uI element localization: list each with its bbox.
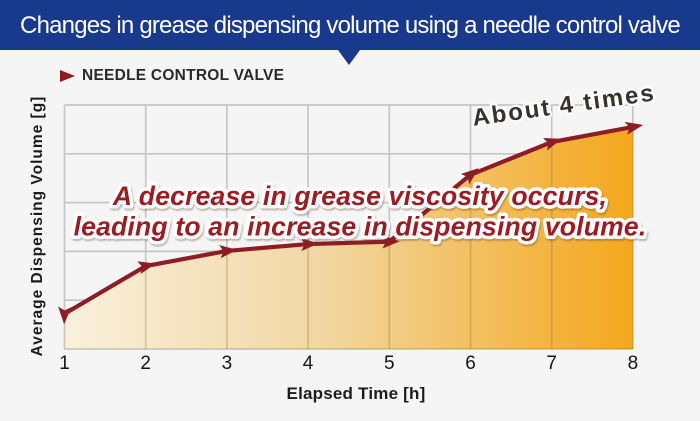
data-line <box>63 124 634 316</box>
viscosity-annotation: A decrease in grease viscosity occurs, l… <box>70 178 650 246</box>
marker-arrow <box>58 306 72 325</box>
x-tick-label: 1 <box>59 353 70 374</box>
header-notch-pointer <box>338 50 360 65</box>
x-tick-label: 8 <box>628 353 639 374</box>
page-title: Changes in grease dispensing volume usin… <box>20 12 681 39</box>
legend: NEEDLE CONTROL VALVE <box>60 66 284 85</box>
x-tick-label: 4 <box>303 353 314 374</box>
x-tick-label: 6 <box>465 353 476 374</box>
marker-arrow <box>624 121 644 135</box>
x-tick-labels: 1 2 3 4 5 6 7 8 <box>59 353 638 374</box>
viscosity-annotation-line1: A decrease in grease viscosity occurs, <box>112 181 607 211</box>
viscosity-annotation-line2: leading to an increase in dispensing vol… <box>74 212 647 242</box>
legend-label: NEEDLE CONTROL VALVE <box>82 66 285 84</box>
x-axis-label: Elapsed Time [h] <box>286 384 426 403</box>
data-point-markers <box>58 121 644 325</box>
x-tick-label: 7 <box>546 353 557 374</box>
marker-arrow <box>543 137 562 151</box>
marker-arrow <box>219 245 238 259</box>
x-tick-label: 5 <box>384 353 395 374</box>
marker-arrow <box>460 168 479 185</box>
area-fill <box>64 126 633 350</box>
marker-arrow <box>300 237 319 252</box>
header-bar: Changes in grease dispensing volume usin… <box>0 0 700 50</box>
legend-arrow-icon <box>60 69 75 82</box>
x-tick-label: 2 <box>140 353 151 374</box>
marker-arrow <box>137 261 156 275</box>
x-tick-label: 3 <box>222 353 233 374</box>
marker-arrow <box>382 235 400 249</box>
